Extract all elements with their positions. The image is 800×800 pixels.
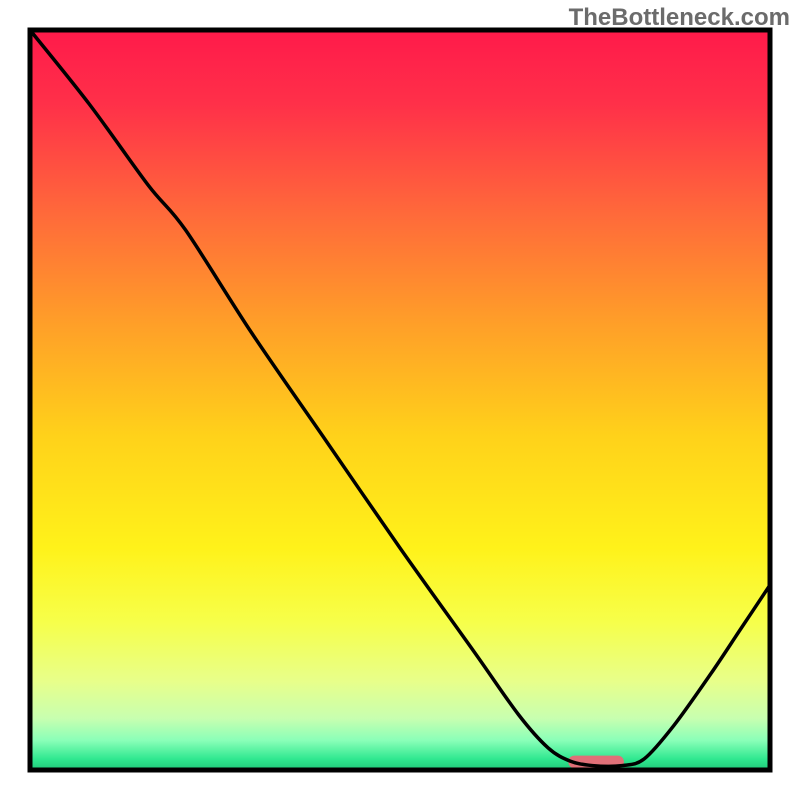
chart-svg xyxy=(0,0,800,800)
chart-background xyxy=(30,30,770,770)
watermark-text: TheBottleneck.com xyxy=(569,4,790,32)
bottleneck-chart: TheBottleneck.com xyxy=(0,0,800,800)
